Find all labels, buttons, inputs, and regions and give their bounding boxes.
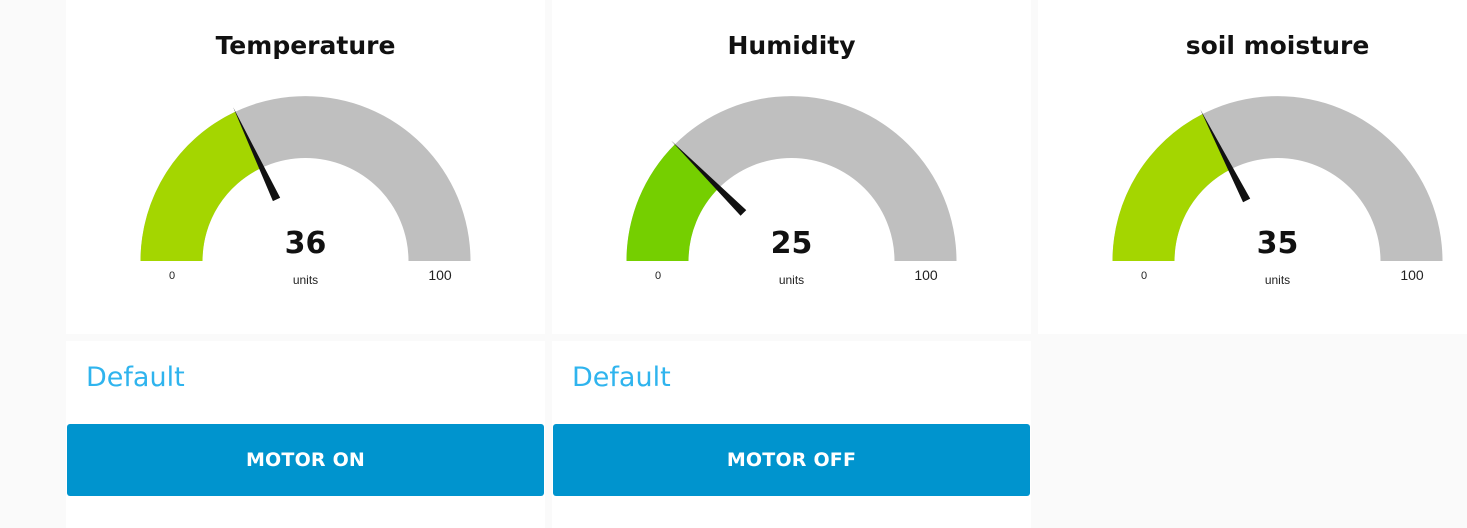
motor-on-button[interactable]: MOTOR ON: [67, 424, 544, 496]
gauge-value: 25: [770, 226, 813, 261]
gauge-value: 36: [284, 226, 327, 261]
gauge-units: units: [1264, 273, 1291, 287]
gauge-fill: [626, 144, 719, 261]
gauge-min-label: 0: [654, 270, 662, 282]
default-label: Default: [86, 362, 185, 393]
gauge-title: Temperature: [215, 31, 396, 60]
gauge-max-label: 100: [428, 267, 452, 283]
gauge-max-label: 100: [1400, 267, 1424, 283]
gauge-title: Humidity: [727, 31, 856, 60]
gauge-needle: [671, 140, 747, 216]
temperature-gauge: [140, 96, 471, 261]
soil-moisture-gauge: [1112, 96, 1443, 262]
gauge-fill: [140, 111, 262, 261]
gauge-max-label: 100: [914, 267, 938, 283]
gauge-value: 35: [1256, 226, 1299, 261]
gauge-min-label: 0: [168, 270, 176, 282]
humidity-gauge-card: Humidity 25 units 0 100: [552, 0, 1031, 334]
gauge-title: soil moisture: [1185, 31, 1370, 60]
humidity-gauge: [626, 96, 957, 261]
gauge-fill: [1112, 113, 1231, 262]
motor-off-button[interactable]: MOTOR OFF: [553, 424, 1030, 496]
gauge-track: [626, 96, 957, 261]
soil-moisture-gauge-card: soil moisture 35 units 0 100: [1038, 0, 1467, 334]
gauge-units: units: [292, 273, 319, 287]
gauge-needle: [1200, 109, 1251, 203]
gauge-units: units: [778, 273, 805, 287]
default-label: Default: [572, 362, 671, 393]
temperature-gauge-card: Temperature 36 units 0 100: [66, 0, 545, 334]
gauge-min-label: 0: [1140, 270, 1148, 282]
gauge-needle: [233, 107, 281, 202]
